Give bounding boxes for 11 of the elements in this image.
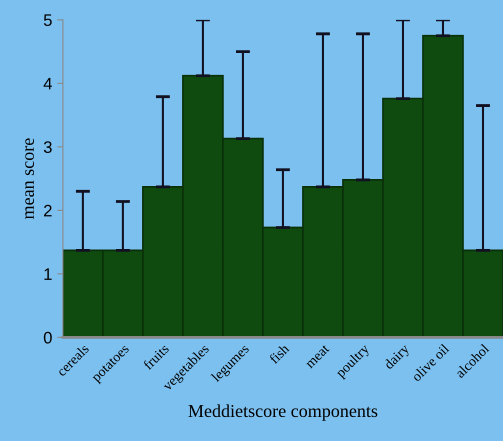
- y-tick-label: 4: [44, 78, 52, 90]
- x-axis-title: Meddietscore components: [188, 404, 378, 421]
- y-tick-label: 1: [44, 268, 52, 280]
- y-tick-label: 5: [44, 14, 52, 26]
- x-tick-label: fish: [268, 342, 290, 364]
- x-tick-label: olive oil: [410, 343, 450, 382]
- x-tick-label: meat: [305, 344, 330, 369]
- y-tick-label: 3: [44, 141, 52, 154]
- y-tick-label: 2: [44, 204, 52, 216]
- y-tick-label: 0: [44, 332, 52, 344]
- y-axis-title: mean score: [25, 138, 34, 220]
